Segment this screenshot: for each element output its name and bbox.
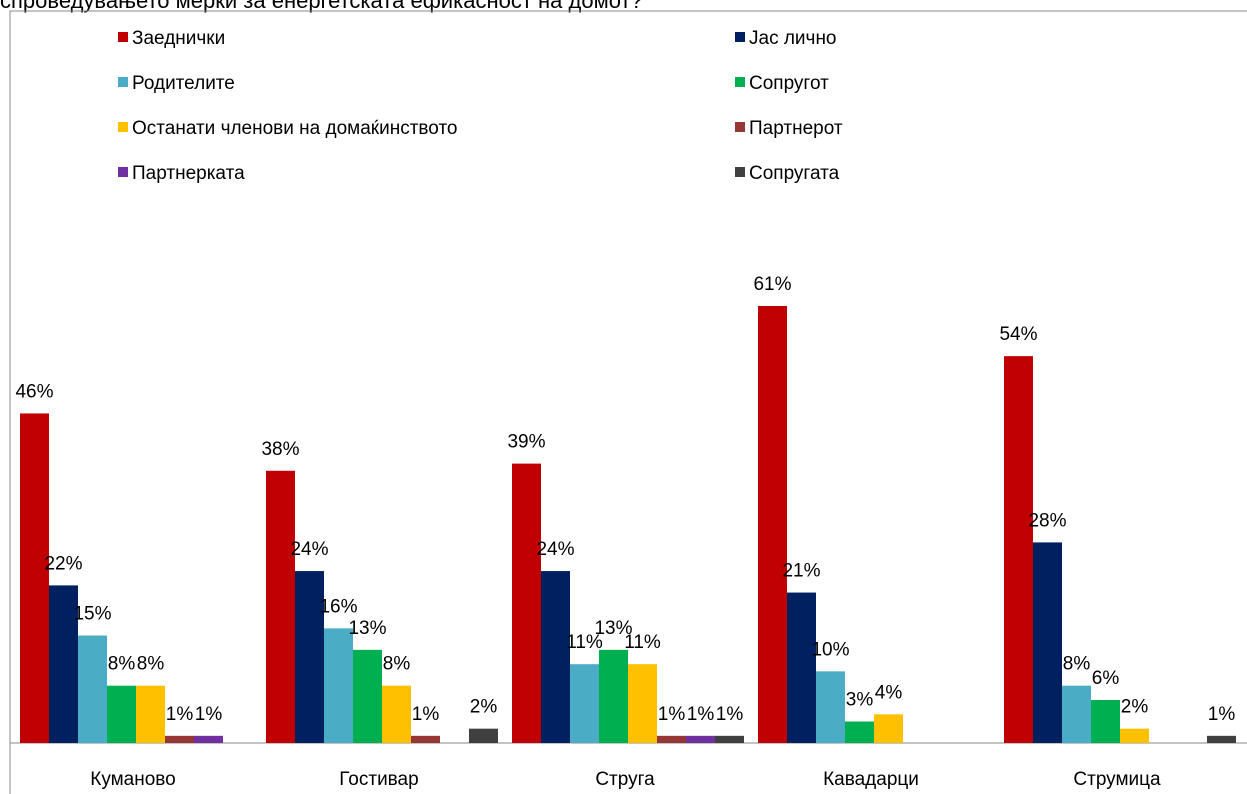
bar xyxy=(266,470,295,743)
data-label: 13% xyxy=(348,618,386,639)
data-label: 1% xyxy=(658,704,686,725)
data-label: 8% xyxy=(137,654,165,675)
legend-label: Јас лично xyxy=(749,28,837,49)
bar xyxy=(20,413,49,743)
bar xyxy=(845,721,874,743)
data-label: 13% xyxy=(594,618,632,639)
data-label: 24% xyxy=(290,539,328,560)
bar xyxy=(1120,728,1149,743)
bar xyxy=(758,306,787,743)
data-label: 1% xyxy=(687,704,715,725)
data-label: 21% xyxy=(782,561,820,582)
data-label: 8% xyxy=(108,654,136,675)
legend-swatch xyxy=(735,77,745,87)
data-label: 38% xyxy=(261,439,299,460)
bar xyxy=(165,735,194,743)
chart-title: спроведувањето мерки за енергетската ефи… xyxy=(0,0,643,13)
data-label: 8% xyxy=(383,654,411,675)
bar xyxy=(541,571,570,743)
bar xyxy=(107,685,136,743)
data-label: 22% xyxy=(44,553,82,574)
legend-label: Сопругот xyxy=(749,73,829,94)
data-label: 2% xyxy=(1121,697,1149,718)
legend-label: Останати членови на домаќинството xyxy=(132,118,458,139)
bar xyxy=(628,664,657,743)
data-label: 1% xyxy=(166,704,194,725)
bar xyxy=(1033,542,1062,743)
legend-swatch xyxy=(118,32,128,42)
bar xyxy=(194,735,223,743)
data-label: 15% xyxy=(73,604,111,625)
data-label: 61% xyxy=(753,274,791,295)
bar xyxy=(78,635,107,743)
legend-swatch xyxy=(735,122,745,132)
x-tick-label: Струга xyxy=(595,769,655,790)
data-label: 28% xyxy=(1028,510,1066,531)
data-label: 39% xyxy=(507,432,545,453)
data-label: 16% xyxy=(319,596,357,617)
bar xyxy=(1207,735,1236,743)
bar xyxy=(353,649,382,743)
data-label: 3% xyxy=(846,690,874,711)
data-label: 2% xyxy=(470,697,498,718)
bar xyxy=(49,585,78,743)
data-label: 1% xyxy=(412,704,440,725)
legend-label: Родителите xyxy=(132,73,235,94)
bar xyxy=(599,649,628,743)
bar xyxy=(382,685,411,743)
bar xyxy=(657,735,686,743)
bar xyxy=(411,735,440,743)
legend-swatch xyxy=(735,167,745,177)
legend-label: Заеднички xyxy=(132,28,225,49)
bar xyxy=(512,463,541,743)
data-label: 10% xyxy=(811,639,849,660)
bar xyxy=(1004,356,1033,743)
legend-swatch xyxy=(118,122,128,132)
data-label: 54% xyxy=(999,324,1037,345)
bar xyxy=(816,671,845,743)
data-label: 11% xyxy=(566,632,603,653)
data-label: 1% xyxy=(195,704,223,725)
data-label: 1% xyxy=(716,704,744,725)
x-tick-label: Гостивар xyxy=(339,769,418,790)
legend-label: Партнерката xyxy=(132,163,245,184)
bar xyxy=(570,664,599,743)
data-label: 24% xyxy=(536,539,574,560)
chart-frame xyxy=(9,10,1247,794)
data-label: 6% xyxy=(1092,668,1120,689)
data-label: 1% xyxy=(1208,704,1236,725)
x-tick-label: Кавадарци xyxy=(823,769,919,790)
bar xyxy=(874,714,903,743)
bar xyxy=(324,628,353,743)
bar xyxy=(469,728,498,743)
data-label: 4% xyxy=(875,682,903,703)
legend-swatch xyxy=(118,167,128,177)
x-tick-label: Струмица xyxy=(1073,769,1161,790)
legend-swatch xyxy=(735,32,745,42)
legend-swatch xyxy=(118,77,128,87)
legend-label: Сопругата xyxy=(749,163,840,184)
bar xyxy=(787,592,816,743)
legend-label: Партнерот xyxy=(749,118,843,139)
bar xyxy=(715,735,744,743)
bar xyxy=(1091,700,1120,743)
x-tick-label: Куманово xyxy=(90,769,176,790)
bar xyxy=(136,685,165,743)
data-label: 11% xyxy=(624,632,661,653)
data-label: 8% xyxy=(1063,654,1091,675)
data-label: 46% xyxy=(15,381,53,402)
bar xyxy=(295,571,324,743)
bar xyxy=(1062,685,1091,743)
bar xyxy=(686,735,715,743)
